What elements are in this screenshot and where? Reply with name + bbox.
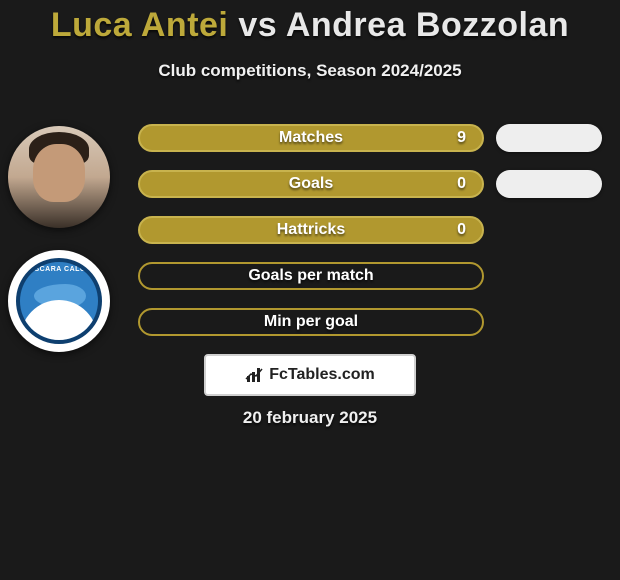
stat-label: Goals per match xyxy=(248,267,373,285)
avatar-column: PESCARA CALCIO xyxy=(8,126,118,374)
stat-value: 9 xyxy=(457,129,466,147)
pescara-logo-disc: PESCARA CALCIO xyxy=(16,258,102,344)
stat-value: 0 xyxy=(457,221,466,239)
stats-bars: Matches 9 Goals 0 Hattricks 0 Goals per match M… xyxy=(138,124,484,354)
stat-row: Min per goal xyxy=(138,308,484,336)
player2-name: Andrea Bozzolan xyxy=(286,6,569,44)
stat-row: Goals 0 xyxy=(138,170,484,198)
chart-icon xyxy=(245,366,265,384)
stat-row: Hattricks 0 xyxy=(138,216,484,244)
stat-value: 0 xyxy=(457,175,466,193)
player1-name: Luca Antei xyxy=(51,6,229,44)
club-logo-text: PESCARA CALCIO xyxy=(20,266,98,273)
subtitle: Club competitions, Season 2024/2025 xyxy=(0,61,620,81)
stat-label: Min per goal xyxy=(264,313,358,331)
page-title: Luca Antei vs Andrea Bozzolan xyxy=(0,0,620,45)
stat-label: Goals xyxy=(289,175,333,193)
wave-shape xyxy=(20,300,98,340)
avatar-face xyxy=(33,144,85,202)
stat-label: Matches xyxy=(279,129,343,147)
stat-row: Goals per match xyxy=(138,262,484,290)
stat-bar-p1: Goals per match xyxy=(138,262,484,290)
player2-club-logo: PESCARA CALCIO xyxy=(8,250,110,352)
stat-bar-p1: Min per goal xyxy=(138,308,484,336)
stat-label: Hattricks xyxy=(277,221,345,239)
stat-bar-p1: Goals 0 xyxy=(138,170,484,198)
stat-bar-p1: Hattricks 0 xyxy=(138,216,484,244)
player1-avatar xyxy=(8,126,110,228)
comparison-card: Luca Antei vs Andrea Bozzolan Club compe… xyxy=(0,0,620,580)
source-badge: FcTables.com xyxy=(204,354,416,396)
stat-pill-p2 xyxy=(496,170,602,198)
date-label: 20 february 2025 xyxy=(0,408,620,428)
vs-label: vs xyxy=(238,6,277,44)
stat-bar-p1: Matches 9 xyxy=(138,124,484,152)
stat-pill-p2 xyxy=(496,124,602,152)
source-text: FcTables.com xyxy=(269,366,375,384)
stat-row: Matches 9 xyxy=(138,124,484,152)
